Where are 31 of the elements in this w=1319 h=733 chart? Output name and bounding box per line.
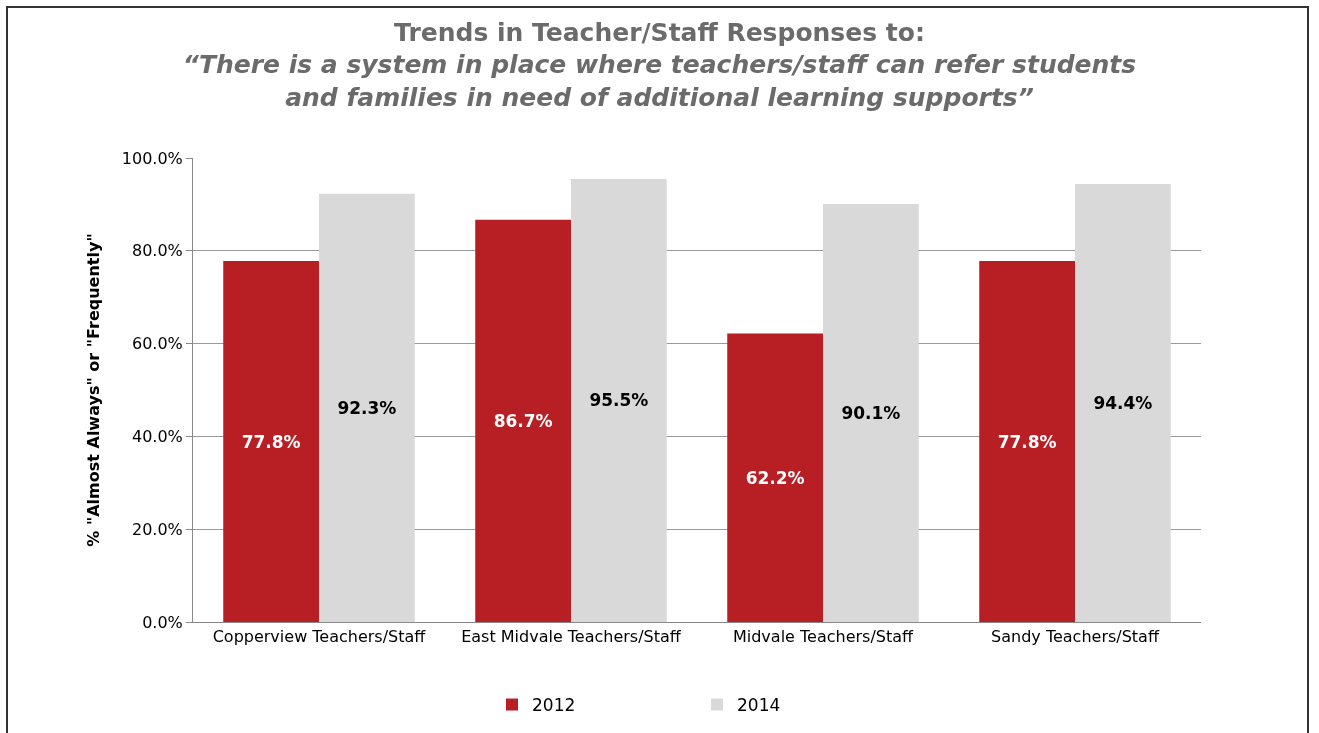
- legend-label: 2012: [532, 695, 576, 716]
- data-label: 92.3%: [337, 397, 397, 418]
- x-tick-label: Copperview Teachers/Staff: [212, 627, 427, 647]
- chart-subtitle: “There is a system in place where teachers/staff can refer students and families in need of additional learning supports”: [182, 50, 1137, 112]
- data-label: 94.4%: [1093, 392, 1153, 413]
- data-label: 62.2%: [745, 467, 805, 488]
- data-label: 86.7%: [493, 410, 553, 431]
- y-tick-label: 100.0%: [121, 148, 183, 168]
- data-label: 95.5%: [589, 390, 649, 411]
- y-tick-label: 80.0%: [131, 241, 183, 261]
- bar: [571, 178, 667, 622]
- legend-label: 2014: [737, 695, 781, 716]
- bar: [727, 333, 823, 622]
- bar: [1075, 183, 1171, 622]
- data-label: 77.8%: [997, 431, 1057, 452]
- x-tick-label: Sandy Teachers/Staff: [991, 627, 1160, 647]
- bar: [319, 193, 415, 622]
- data-label: 77.8%: [241, 431, 301, 452]
- y-tick-label: 40.0%: [131, 427, 183, 446]
- bar: [223, 261, 319, 622]
- x-tick-label: Midvale Teachers/Staff: [732, 627, 915, 647]
- bar: [823, 203, 919, 622]
- y-tick-label: 0.0%: [142, 612, 183, 632]
- bar: [475, 219, 571, 622]
- y-axis-title: % "Almost Always" or "Frequently": [83, 233, 103, 547]
- chart-title: Trends in Teacher/Staff Responses to:: [394, 17, 925, 47]
- y-tick-label: 60.0%: [131, 334, 183, 354]
- data-label: 90.1%: [841, 402, 901, 423]
- y-tick-label: 20.0%: [131, 519, 183, 539]
- x-tick-label: East Midvale Teachers/Staff: [461, 627, 682, 647]
- bar: [979, 261, 1075, 622]
